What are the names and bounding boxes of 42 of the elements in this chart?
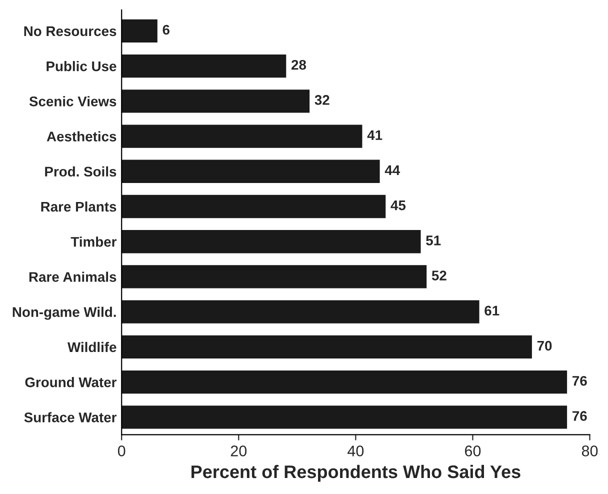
bar: [122, 230, 421, 254]
bar: [122, 194, 386, 218]
y-tick-label: Scenic Views: [29, 96, 116, 106]
y-tick-label: Rare Plants: [41, 201, 116, 212]
y-tick-label: Public Use: [46, 61, 116, 72]
x-axis-title: Percent of Respondents Who Said Yes: [192, 464, 520, 482]
y-tick-label: Non-game Wild.: [12, 306, 116, 320]
x-tick-label: 60: [465, 446, 481, 456]
bar: [122, 19, 158, 43]
y-tick-label: Wildlife: [68, 342, 116, 352]
data-label: 6: [162, 24, 170, 35]
bar: [122, 90, 310, 113]
bar: [122, 54, 286, 78]
data-label: 41: [367, 130, 382, 140]
y-tick-label: Ground Water: [25, 377, 117, 388]
x-tick-label: 40: [348, 446, 364, 456]
data-label: 61: [484, 306, 500, 316]
bar: [122, 370, 568, 394]
y-tick-label: Aesthetics: [46, 131, 116, 142]
bar: [122, 160, 380, 183]
x-tick-label: 0: [118, 446, 126, 456]
y-tick-label: No Resources: [24, 26, 116, 36]
bar: [122, 265, 427, 288]
y-tick-label: Rare Animals: [29, 272, 116, 282]
data-label: 28: [291, 60, 306, 70]
data-label: 45: [390, 200, 406, 210]
data-label: 51: [426, 236, 441, 246]
bar: [122, 335, 532, 359]
data-label: 76: [572, 411, 587, 421]
y-tick-label: Timber: [70, 236, 117, 247]
data-label: 70: [537, 340, 552, 351]
x-tick-label: 20: [230, 446, 247, 456]
x-tick-label: 80: [582, 446, 598, 456]
data-label: 44: [384, 165, 400, 175]
data-label: 52: [432, 270, 446, 280]
bar: [122, 300, 480, 324]
bar: [122, 124, 362, 148]
data-label: 32: [314, 95, 330, 105]
y-tick-label: Prod. Soils: [45, 166, 116, 177]
y-tick-label: Surface Water: [24, 412, 117, 422]
bar: [122, 406, 568, 429]
data-label: 76: [572, 376, 587, 386]
